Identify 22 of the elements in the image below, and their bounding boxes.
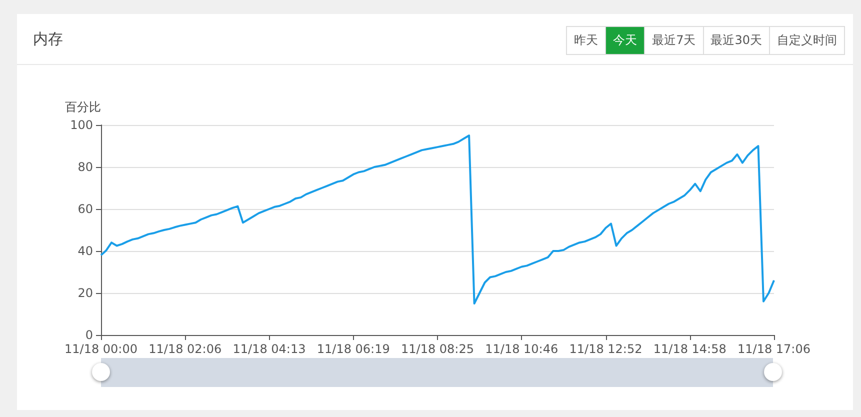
- y-axis-title: 百分比: [65, 100, 101, 114]
- range-button[interactable]: 最近7天: [644, 26, 704, 55]
- x-tick-label: 11/18 08:25: [401, 342, 474, 356]
- line-series: [100, 134, 775, 304]
- x-tick-label: 11/18 02:06: [148, 342, 222, 356]
- x-tick-label: 11/18 12:52: [569, 342, 642, 356]
- chart-title: 内存: [33, 30, 63, 49]
- range-button[interactable]: 最近30天: [702, 26, 770, 55]
- y-tick-label: 20: [78, 286, 93, 300]
- x-tick-label: 11/18 17:06: [738, 342, 810, 356]
- y-tick-label: 0: [85, 328, 93, 342]
- y-tick-label: 60: [78, 202, 93, 216]
- x-tick-label: 11/18 00:00: [64, 342, 138, 356]
- range-button[interactable]: 自定义时间: [769, 26, 845, 55]
- x-tick-label: 11/18 06:19: [316, 342, 390, 356]
- y-tick-label: 100: [70, 118, 93, 132]
- x-tick-label: 11/18 04:13: [232, 342, 306, 356]
- y-tick-label: 40: [78, 244, 93, 258]
- x-tick-label: 11/18 10:46: [485, 342, 558, 356]
- y-tick-label: 80: [78, 160, 93, 174]
- x-tick-label: 11/18 14:58: [653, 342, 726, 356]
- range-button[interactable]: 昨天: [566, 26, 606, 55]
